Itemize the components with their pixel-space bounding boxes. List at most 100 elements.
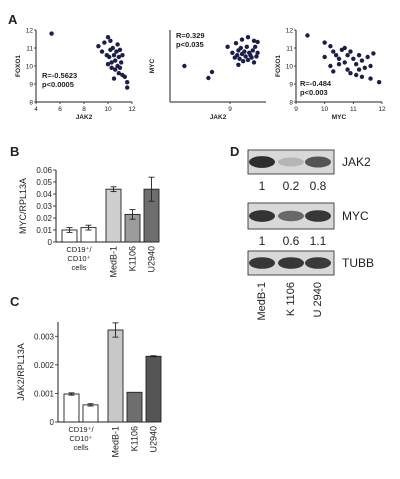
y-tick-label: 9 — [289, 81, 293, 88]
data-point — [254, 54, 259, 59]
data-point — [336, 56, 342, 61]
data-point — [328, 63, 333, 69]
y-tick-label: 0.001 — [34, 389, 55, 398]
bar-chart-jak2: 0 0.001 0.002 0.003 JAK2/RPL13A CD19⁺/CD10⁺ce… — [16, 322, 162, 458]
stat-annotation: R=0.329 — [176, 31, 205, 40]
y-tick-label: 12 — [26, 27, 34, 34]
data-point — [342, 45, 347, 51]
panel-letter-d: D — [230, 144, 239, 159]
data-point — [368, 76, 373, 81]
y-tick-label: 0.05 — [36, 178, 52, 187]
data-point — [116, 54, 122, 60]
category-label: MedB-1 — [109, 246, 119, 278]
stat-annotation: R=-0.484 — [300, 79, 332, 88]
x-tick-label: 9 — [294, 106, 298, 113]
category-label: cells — [71, 263, 86, 272]
data-point — [105, 35, 111, 40]
panel-letter-a: A — [8, 12, 18, 27]
x-axis-title: JAK2 — [76, 114, 93, 121]
y-tick-label: 0.002 — [34, 361, 55, 370]
y-tick-label: 0.003 — [34, 332, 55, 341]
data-point — [209, 69, 215, 75]
data-point — [239, 37, 245, 42]
scatter-foxo1-vs-jak2: 8 9 10 11 12 4 6 8 10 12 JAK2 FOXO1 R=-0.5623p<0.000… — [15, 27, 136, 121]
y-axis-title: JAK2/RPL13A — [16, 343, 26, 401]
data-point — [253, 44, 258, 49]
x-tick-label: 4 — [34, 106, 38, 113]
data-point — [331, 69, 336, 74]
y-tick-label: 8 — [289, 99, 293, 106]
data-point — [328, 44, 333, 49]
data-point — [241, 59, 246, 64]
data-point — [233, 41, 239, 46]
data-point — [336, 61, 342, 67]
bar-chart-myc: 0 0.01 0.02 0.03 0.04 0.05 0.06 MYC/RPL13A CD19⁺… — [18, 166, 160, 278]
data-point — [251, 60, 257, 65]
data-point — [345, 67, 350, 72]
data-point — [351, 56, 356, 61]
bar — [126, 391, 143, 423]
data-point — [110, 45, 116, 51]
lane-label: U 2940 — [312, 282, 324, 317]
protein-label: JAK2 — [342, 155, 371, 169]
blot-band — [278, 257, 304, 269]
x-tick-label: 6 — [58, 106, 62, 113]
blot-band — [278, 210, 304, 222]
quantification-value: 1.1 — [310, 234, 327, 248]
y-tick-label: 0 — [50, 418, 55, 427]
data-point — [102, 40, 107, 45]
x-tick-label: 11 — [350, 106, 357, 113]
data-point — [99, 49, 105, 54]
y-axis-title: MYC/RPL13A — [18, 178, 28, 234]
bar — [107, 329, 124, 423]
x-tick-label: 9 — [228, 106, 232, 113]
blot-band — [249, 156, 275, 168]
data-point — [49, 31, 54, 36]
stat-annotation: p<0.003 — [300, 88, 328, 97]
data-point — [122, 74, 128, 80]
data-point — [182, 63, 187, 69]
category-label: MedB-1 — [111, 426, 121, 458]
bar — [82, 404, 99, 423]
bar — [145, 355, 162, 423]
data-point — [114, 49, 119, 54]
category-label: cells — [73, 443, 88, 452]
data-point — [371, 51, 376, 56]
x-tick-label: 12 — [378, 106, 386, 113]
panel-letter-b: B — [10, 144, 19, 159]
y-tick-label: 12 — [286, 27, 294, 34]
data-point — [109, 60, 114, 65]
data-point — [108, 38, 113, 43]
data-point — [376, 80, 382, 85]
data-point — [244, 44, 249, 49]
blot-band — [249, 210, 275, 222]
data-point — [362, 65, 367, 71]
blot-band — [305, 210, 331, 222]
y-tick-label: 0.03 — [36, 202, 52, 211]
data-point — [251, 38, 257, 43]
y-tick-label: 0.04 — [36, 190, 52, 199]
protein-label: MYC — [342, 209, 369, 223]
data-point — [120, 53, 125, 58]
blot-band — [249, 257, 275, 269]
quantification-value: 0.6 — [283, 234, 300, 248]
bar — [63, 393, 80, 423]
data-point — [255, 50, 260, 55]
data-point — [105, 61, 111, 67]
category-label: CD10⁺ — [67, 254, 90, 263]
data-point — [359, 74, 365, 80]
data-point — [249, 55, 254, 60]
stat-annotation: R=-0.5623 — [42, 71, 77, 80]
protein-label: TUBB — [342, 256, 374, 270]
x-tick-label: 12 — [128, 106, 136, 113]
y-tick-label: 0.01 — [36, 226, 52, 235]
bar — [105, 188, 122, 243]
category-label: U2940 — [147, 246, 157, 273]
data-point — [117, 47, 123, 52]
data-point — [345, 53, 350, 58]
category-label: K1106 — [128, 246, 138, 271]
data-point — [322, 54, 327, 60]
data-point — [333, 53, 339, 58]
data-point — [348, 71, 353, 76]
